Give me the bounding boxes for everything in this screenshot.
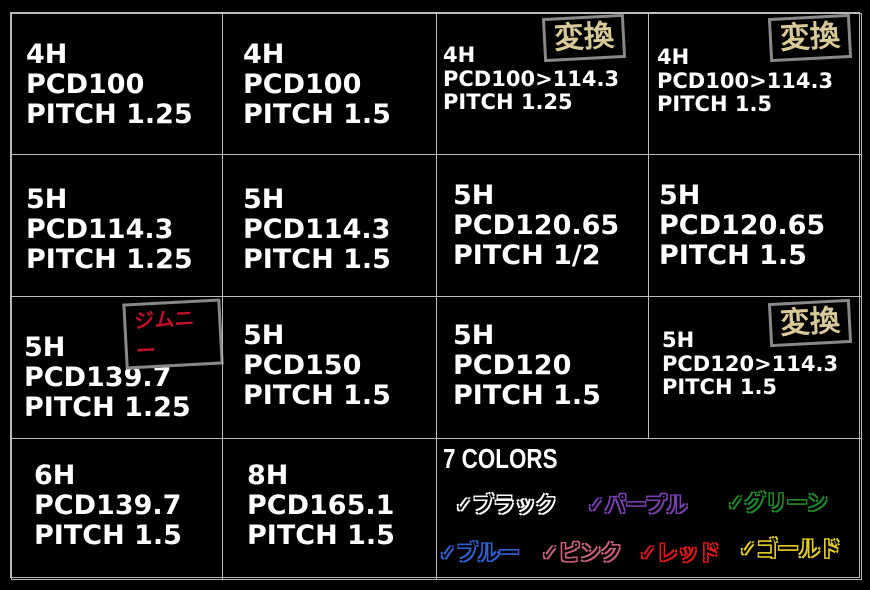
- badge: 変換: [767, 13, 853, 63]
- spec-line: PCD120>114.3: [662, 351, 839, 376]
- spec-line: PCD120.65: [453, 210, 620, 242]
- badge: 変換: [541, 13, 627, 63]
- pcd-cell: 5H PCD150 PITCH 1.5: [222, 296, 437, 439]
- pcd-cell: 4H PCD100>114.3 PITCH 1.25 変換: [436, 13, 649, 155]
- pcd-cell: 5H PCD120.65 PITCH 1/2: [436, 154, 649, 297]
- spec-line: PITCH 1.25: [26, 244, 193, 276]
- spec-line: 4H: [26, 39, 68, 70]
- pcd-spec: 5H PCD150 PITCH 1.5: [243, 320, 391, 412]
- pcd-spec: 5H PCD120.65 PITCH 1.5: [659, 180, 826, 272]
- color-option: ✓ピンク: [541, 541, 622, 565]
- spec-line: 5H: [659, 180, 701, 211]
- spec-line: PITCH 1.5: [657, 92, 773, 117]
- spec-line: PITCH 1.25: [443, 90, 573, 115]
- color-option: ✓レッド: [639, 541, 720, 565]
- pcd-cell: 6H PCD139.7 PITCH 1.5: [11, 438, 223, 580]
- badge: ジムニー: [122, 298, 224, 370]
- spec-line: 5H: [243, 320, 285, 351]
- spec-line: PCD100>114.3: [443, 66, 620, 91]
- spec-line: 4H: [657, 45, 690, 69]
- spec-line: PITCH 1.5: [247, 520, 395, 552]
- pcd-cell: 5H PCD120 PITCH 1.5: [436, 296, 649, 439]
- spec-line: PCD165.1: [247, 490, 395, 522]
- pcd-grid: 4H PCD100 PITCH 1.25 4H PCD100 PITCH 1.5 4H PCD…: [10, 12, 862, 580]
- spec-line: 5H: [26, 184, 68, 215]
- spec-line: PITCH 1.5: [662, 375, 778, 400]
- spec-line: 5H: [453, 320, 495, 351]
- spec-line: 5H: [453, 180, 495, 211]
- color-option: ✓ブルー: [439, 541, 520, 565]
- spec-line: 4H: [443, 43, 476, 67]
- color-option: ✓グリーン: [727, 491, 828, 515]
- pcd-cell: 5H PCD114.3 PITCH 1.25: [11, 154, 223, 297]
- spec-line: PCD139.7: [24, 362, 172, 394]
- pcd-cell: 4H PCD100>114.3 PITCH 1.5 変換: [648, 13, 862, 155]
- spec-line: PITCH 1.25: [24, 392, 191, 424]
- spec-line: PITCH 1.5: [243, 244, 391, 276]
- spec-line: PITCH 1.5: [659, 240, 807, 272]
- spec-line: PCD120: [453, 350, 572, 382]
- pcd-cell: 5H PCD114.3 PITCH 1.5: [222, 154, 437, 297]
- spec-line: PITCH 1/2: [453, 240, 601, 272]
- color-option: ✓ブラック: [455, 493, 557, 517]
- spec-line: 4H: [243, 39, 285, 70]
- spec-line: PITCH 1.5: [453, 380, 601, 412]
- colors-cell: 7 COLORS ✓ブラック ✓パープル ✓グリーン ✓ブルー ✓ピンク ✓レッド ✓ゴールド: [436, 438, 862, 580]
- pcd-spec: 4H PCD100 PITCH 1.25: [26, 39, 193, 131]
- spec-line: PCD100: [26, 69, 145, 101]
- color-option: ✓パープル: [587, 493, 688, 517]
- pcd-spec: 5H PCD120>114.3 PITCH 1.5: [662, 328, 839, 400]
- spec-line: 5H: [243, 184, 285, 215]
- spec-line: PCD139.7: [34, 490, 182, 522]
- badge: 変換: [767, 298, 853, 348]
- spec-line: 5H: [24, 332, 66, 363]
- color-option: ✓ゴールド: [739, 537, 841, 561]
- spec-line: PITCH 1.5: [34, 520, 182, 552]
- pcd-cell: 4H PCD100 PITCH 1.5: [222, 13, 437, 155]
- pcd-spec: 5H PCD114.3 PITCH 1.5: [243, 184, 391, 276]
- pcd-spec: 4H PCD100>114.3 PITCH 1.5: [657, 45, 834, 117]
- pcd-spec: 8H PCD165.1 PITCH 1.5: [247, 460, 395, 552]
- pcd-cell: 5H PCD139.7 PITCH 1.25 ジムニー: [11, 296, 224, 439]
- colors-title: 7 COLORS: [443, 443, 558, 474]
- pcd-spec: 4H PCD100>114.3 PITCH 1.25: [443, 43, 620, 115]
- spec-line: PCD114.3: [243, 214, 391, 246]
- pcd-spec: 4H PCD100 PITCH 1.5: [243, 39, 391, 131]
- pcd-cell: 4H PCD100 PITCH 1.25: [11, 13, 223, 155]
- spec-line: PITCH 1.5: [243, 99, 391, 131]
- spec-line: PCD100: [243, 69, 362, 101]
- spec-line: PCD150: [243, 350, 362, 382]
- pcd-spec: 5H PCD139.7 PITCH 1.25: [24, 332, 191, 424]
- spec-line: 8H: [247, 460, 289, 491]
- spec-line: PCD100>114.3: [657, 68, 834, 93]
- pcd-cell: 5H PCD120>114.3 PITCH 1.5 変換: [648, 296, 862, 439]
- pcd-spec: 6H PCD139.7 PITCH 1.5: [34, 460, 182, 552]
- spec-line: 6H: [34, 460, 76, 491]
- spec-line: PCD114.3: [26, 214, 174, 246]
- pcd-spec: 5H PCD120 PITCH 1.5: [453, 320, 601, 412]
- pcd-spec: 5H PCD120.65 PITCH 1/2: [453, 180, 620, 272]
- pcd-cell: 8H PCD165.1 PITCH 1.5: [222, 438, 437, 580]
- pcd-spec: 5H PCD114.3 PITCH 1.25: [26, 184, 193, 276]
- spec-line: PITCH 1.5: [243, 380, 391, 412]
- spec-line: PCD120.65: [659, 210, 826, 242]
- pcd-cell: 5H PCD120.65 PITCH 1.5: [648, 154, 862, 297]
- spec-line: PITCH 1.25: [26, 99, 193, 131]
- spec-line: 5H: [662, 328, 695, 352]
